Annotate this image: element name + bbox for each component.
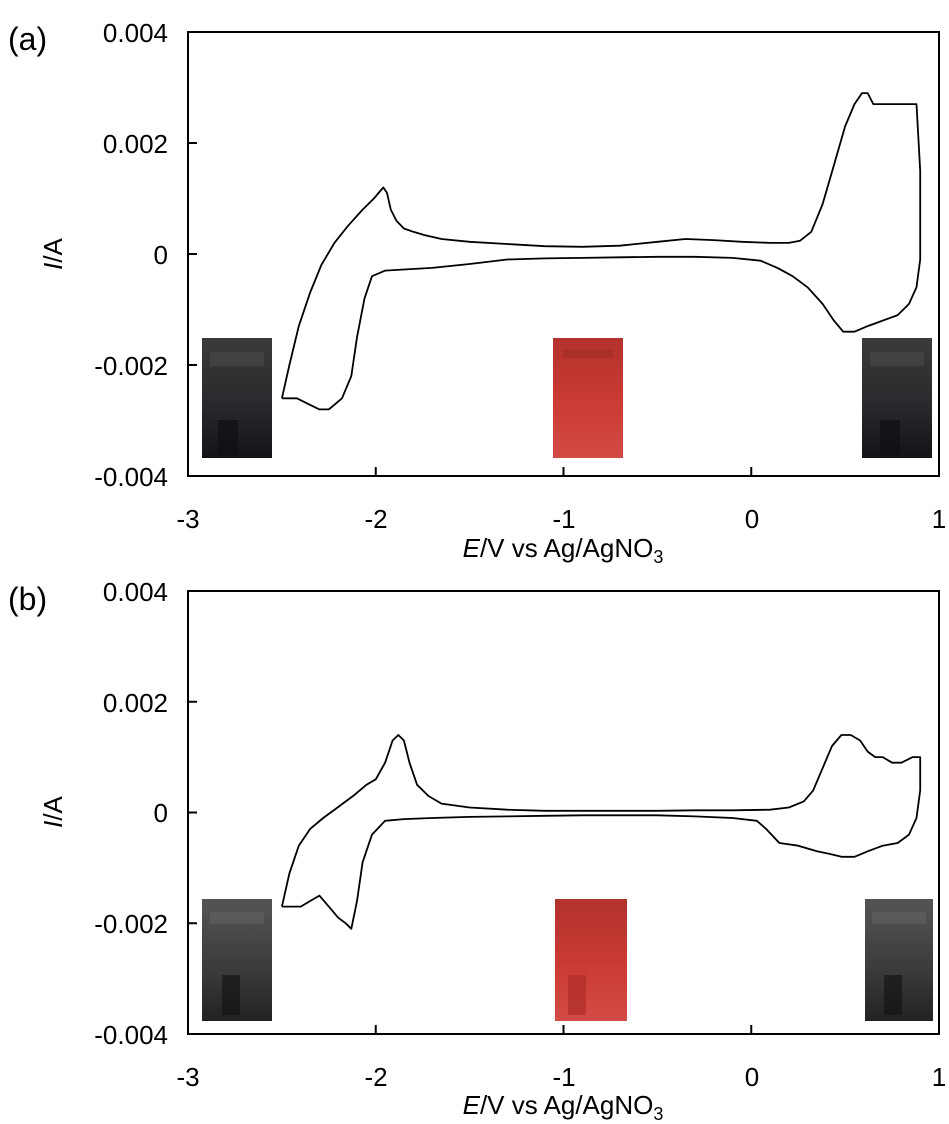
panel-b: (b) 0.004 0.002 0 -0.002 -0.004 -3 -2 -1… (8, 577, 946, 1124)
x-tick-label: -3 (176, 1062, 199, 1092)
x-tick-label: -1 (552, 504, 575, 534)
sample-photo-right (862, 338, 932, 458)
panel-label: (b) (8, 581, 47, 617)
y-tick-label: -0.004 (94, 462, 168, 492)
sample-photo-left (202, 338, 272, 458)
x-tick-label: -2 (364, 1062, 387, 1092)
sample-photo-middle (555, 899, 627, 1021)
sample-photo-middle (553, 338, 623, 458)
y-tick-label: 0.002 (103, 688, 168, 718)
x-tick-label: -2 (364, 504, 387, 534)
x-axis-label: E/V vs Ag/AgNO3 (463, 533, 664, 567)
y-tick-label: -0.004 (94, 1020, 168, 1050)
x-tick-label: 1 (932, 504, 946, 534)
panel-a: (a) 0.004 0.002 0 -0.002 -0.004 -3 -2 -1… (8, 18, 946, 567)
sample-photo-right (865, 899, 933, 1021)
y-tick-label: 0.004 (103, 577, 168, 607)
y-tick-label: 0.002 (103, 129, 168, 159)
axis-ticks (187, 590, 940, 1035)
x-tick-label: 1 (932, 1062, 946, 1092)
axis-ticks (187, 31, 940, 477)
x-axis-label: E/V vs Ag/AgNO3 (463, 1090, 664, 1124)
x-tick-label: -3 (176, 504, 199, 534)
y-tick-label: 0 (154, 798, 168, 828)
y-tick-label: -0.002 (94, 351, 168, 381)
y-tick-label: 0 (154, 240, 168, 270)
x-tick-label: 0 (745, 504, 759, 534)
cv-curve (281, 734, 922, 930)
sample-photo-left (202, 899, 272, 1021)
x-tick-label: 0 (745, 1062, 759, 1092)
panel-label: (a) (8, 21, 47, 57)
x-tick-label: -1 (552, 1062, 575, 1092)
cv-curve (281, 92, 922, 411)
y-tick-label: 0.004 (103, 18, 168, 48)
y-tick-label: -0.002 (94, 909, 168, 939)
y-axis-label: I/A (38, 795, 68, 827)
y-axis-label: I/A (38, 237, 68, 269)
